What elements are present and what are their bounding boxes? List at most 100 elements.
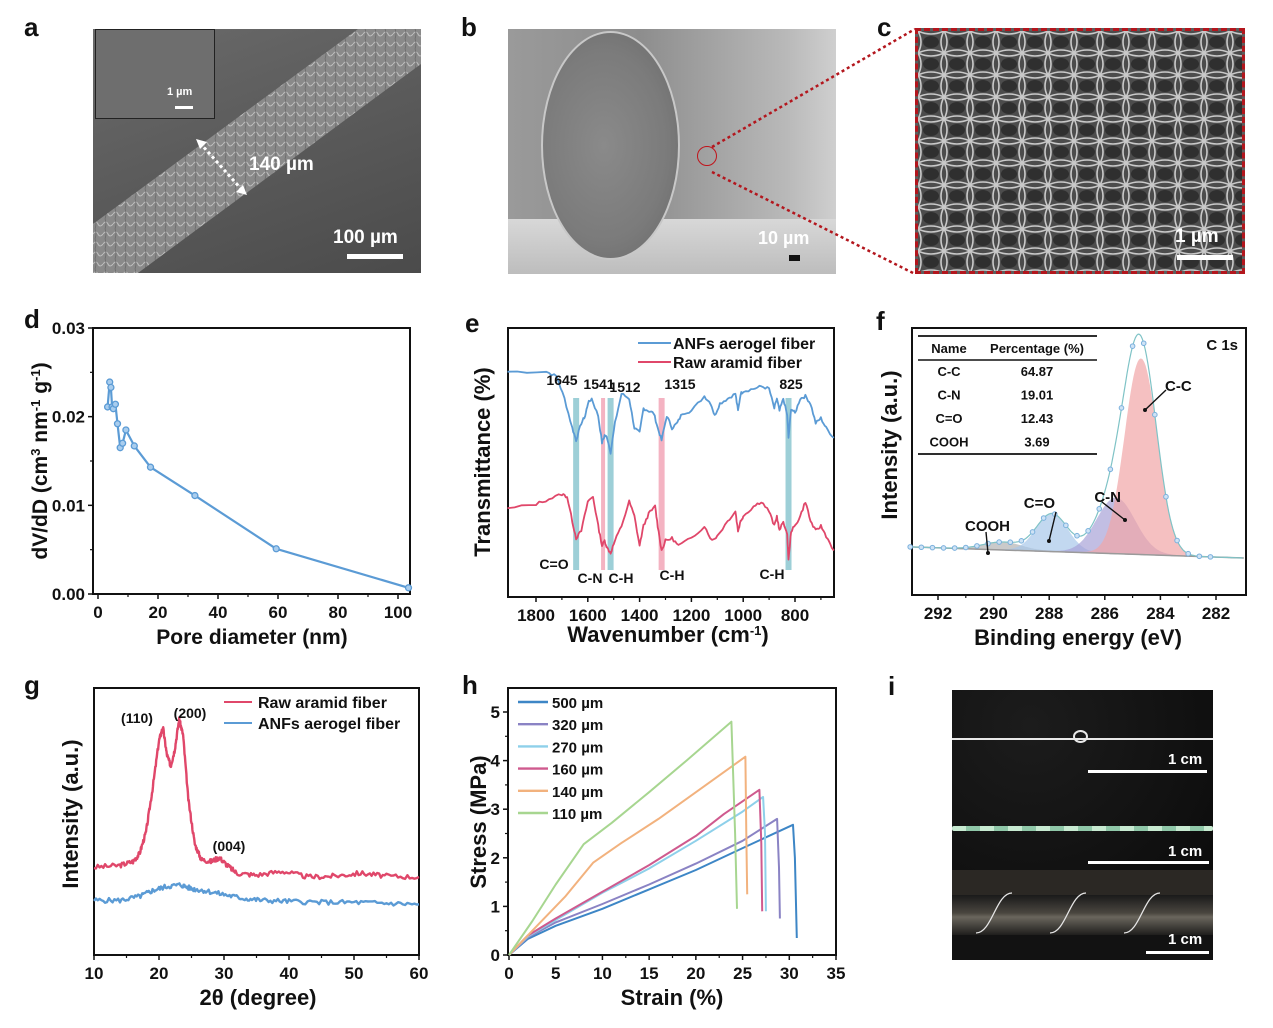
y-tick-label: 0.03 [52,319,85,338]
data-point [111,400,120,408]
legend-label: 160 µm [552,762,603,779]
legend-label: 110 µm [552,806,602,823]
series-raw-aramid [507,493,835,561]
y-axis-label-part: dV/dD (cm [29,456,52,560]
x-axis-label-close: ) [761,622,768,647]
table-cell-percentage: 19.01 [1021,388,1054,403]
data-point [1129,343,1136,349]
table-cell-percentage: 3.69 [1024,435,1049,450]
legend-label-anfs: ANFs aerogel fiber [258,716,400,733]
legend-label-anfs: ANFs aerogel fiber [673,336,815,353]
x-tick-label: 50 [345,964,364,983]
scalebar [789,255,800,261]
data-point [1152,411,1158,418]
x-tick-label: 15 [640,964,659,983]
photo-fiber-demos: 1 cm 1 cm 1 cm [952,690,1213,960]
y-tick-label: 2 [491,849,500,868]
bond-label: C-H [760,566,785,582]
data-point [1140,340,1147,347]
annotation-arrowhead [1143,408,1147,412]
x-tick-label: 0 [504,964,513,983]
band-c-h [658,398,665,570]
main-scale-label: 100 µm [333,227,398,248]
legend-label: 320 µm [552,717,603,734]
data-point [963,544,969,551]
zoom-connector-lines [711,27,916,276]
chart-d-frame [92,327,411,595]
spectrum-title: C 1s [1206,337,1238,354]
series-140m [508,755,749,956]
x-axis-label: Strain (%) [621,985,724,1010]
data-point [113,420,122,428]
x-tick-label: 100 [384,603,412,622]
band-wavenumber-label: 825 [779,376,803,392]
data-point [974,543,980,549]
y-tick-label: 3 [491,800,500,819]
x-tick-label: 286 [1091,604,1119,623]
data-point [1040,515,1047,521]
band-wavenumber-label: 1645 [546,372,577,388]
chart-f-xps: 292 290 288 286 284 282 Name Percentage (%) C-C 6… [877,327,1247,650]
chart-h-stress-strain: 0 5 10 15 20 25 30 35 0 1 2 3 4 5 500 µm 320 µm 270 µm 16… [466,687,846,1010]
panel-label-i: i [888,671,896,701]
x-tick-label: 800 [781,606,809,625]
series-270m [508,796,767,956]
scale-label: 10 µm [758,228,810,248]
data-point [107,383,115,392]
x-tick-label: 1600 [569,606,607,625]
table-cell-name: COOH [930,435,969,450]
legend-label-raw: Raw aramid fiber [673,355,802,372]
data-point [404,584,413,592]
x-tick-label: 0 [93,603,102,622]
x-tick-label: 60 [410,964,429,983]
annotation-label: C=O [1024,495,1056,512]
band-c=o [573,398,580,570]
x-tick-label: 1800 [517,606,555,625]
x-tick-label: 290 [979,604,1007,623]
nanofiber-mesh [918,31,1242,271]
panel-label-d: d [24,304,40,334]
table-cell-name: C-N [937,388,960,403]
diameter-arrow [196,139,247,195]
data-point [1118,405,1125,411]
table-header-percentage: Percentage (%) [990,341,1084,356]
annotation-arrow [1144,389,1167,411]
y-tick-label: 0 [491,946,500,965]
x-tick-label: 40 [280,964,299,983]
data-point [1074,532,1080,539]
scalebar-3 [1146,951,1209,954]
bond-label: C-H [609,570,634,586]
y-axis-label: Intensity (a.u.) [877,370,902,519]
x-axis-label: Wavenumber (cm-1) [567,622,768,647]
scalebar-2 [1088,861,1209,864]
data-point [1207,554,1214,560]
bond-label: C-H [660,567,685,583]
data-point [1185,550,1191,557]
y-tick-label: 1 [491,897,500,916]
x-tick-label: 282 [1202,604,1230,623]
band-wavenumber-label: 1512 [609,379,640,395]
panel-label-e: e [465,308,480,338]
series-line [106,381,409,589]
twisted-fiber [952,826,1213,831]
data-point [996,539,1002,545]
table-cell-name: C-C [937,364,961,379]
data-point [1196,553,1203,560]
scale-label-2: 1 cm [1168,843,1203,860]
data-point [191,491,199,500]
scale-label: 1 µm [1175,226,1219,247]
x-tick-label: 35 [827,964,846,983]
y-axis-label: dV/dD (cm3 nm-1 g-1) [28,362,53,559]
series-raw-aramid [93,716,420,881]
band-wavenumber-label: 1541 [583,376,614,392]
panel-label-h: h [462,670,478,700]
data-point [1029,529,1036,535]
y-axis-label-part: 3 [28,449,43,456]
legend-label-raw: Raw aramid fiber [258,695,387,712]
annotation-arrowhead [1047,539,1051,543]
x-tick-label: 1400 [621,606,659,625]
chart-d-pore-distribution: 0 20 40 60 80 100 0.00 0.01 0.02 0.03 Pore diamete… [28,319,413,649]
annotation-arrow [1101,501,1126,521]
x-tick-label: 20 [149,603,168,622]
